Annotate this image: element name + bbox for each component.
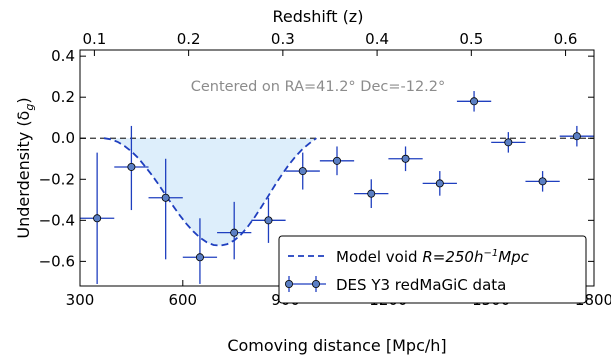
data-point-15 bbox=[572, 132, 581, 141]
y-tick-label-0: 0.4 bbox=[51, 47, 75, 65]
data-point-12 bbox=[470, 97, 479, 106]
y-axis-label-sub: g bbox=[23, 104, 36, 111]
model-void-curve bbox=[103, 137, 317, 247]
y-tick-label-3: −0.2 bbox=[39, 170, 75, 188]
y-tick-label-1: 0.2 bbox=[51, 88, 75, 106]
legend-model-prefix: Model void bbox=[336, 248, 422, 266]
data-point-10 bbox=[401, 154, 410, 163]
y-axis-label-main: Underdensity (δ bbox=[14, 111, 33, 239]
top-axis-label: Redshift (z) bbox=[273, 7, 364, 26]
model-void-fill bbox=[104, 138, 317, 246]
top-tick-label-5: 0.6 bbox=[554, 30, 578, 48]
y-tick-label-4: −0.4 bbox=[39, 211, 75, 229]
top-tick-label-4: 0.5 bbox=[459, 30, 483, 48]
legend-model-sup: −1 bbox=[483, 248, 498, 259]
top-tick-label-0: 0.1 bbox=[82, 30, 106, 48]
y-tick-label-5: −0.6 bbox=[39, 252, 75, 270]
data-point-8 bbox=[332, 156, 341, 165]
annotation-text: Centered on RA=41.2° Dec=-12.2° bbox=[191, 79, 446, 95]
data-point-6 bbox=[264, 216, 273, 225]
legend-model-label: Model void R=250h−1Mpc bbox=[336, 248, 530, 266]
y-tick-label-2: 0.0 bbox=[51, 129, 75, 147]
top-tick-label-1: 0.2 bbox=[177, 30, 201, 48]
y-axis-label: Underdensity (δg) bbox=[14, 97, 36, 238]
legend-data-label: DES Y3 redMaGiC data bbox=[336, 276, 506, 294]
legend-model-math: R=250h bbox=[422, 248, 483, 266]
x-axis-label: Comoving distance [Mpc/h] bbox=[227, 336, 446, 355]
y-axis-label-close: ) bbox=[14, 97, 33, 103]
x-tick-label-300: 300 bbox=[66, 291, 95, 309]
data-point-9 bbox=[367, 189, 376, 198]
data-point-11 bbox=[435, 179, 444, 188]
data-point-2 bbox=[127, 162, 136, 171]
data-point-7 bbox=[298, 167, 307, 176]
data-point-3 bbox=[161, 193, 170, 202]
legend: Model void R=250h−1Mpc DES Y3 redMaGiC d… bbox=[278, 235, 587, 304]
legend-box bbox=[278, 235, 587, 304]
data-point-1 bbox=[93, 214, 102, 223]
top-tick-label-2: 0.3 bbox=[271, 30, 295, 48]
data-point-13 bbox=[504, 138, 513, 147]
legend-data-swatch bbox=[284, 276, 326, 292]
legend-model-suffix: Mpc bbox=[498, 248, 529, 266]
data-point-5 bbox=[230, 228, 239, 237]
x-tick-label-600: 600 bbox=[168, 291, 197, 309]
data-point-14 bbox=[538, 177, 547, 186]
data-point-4 bbox=[195, 253, 204, 262]
top-tick-label-3: 0.4 bbox=[365, 30, 389, 48]
